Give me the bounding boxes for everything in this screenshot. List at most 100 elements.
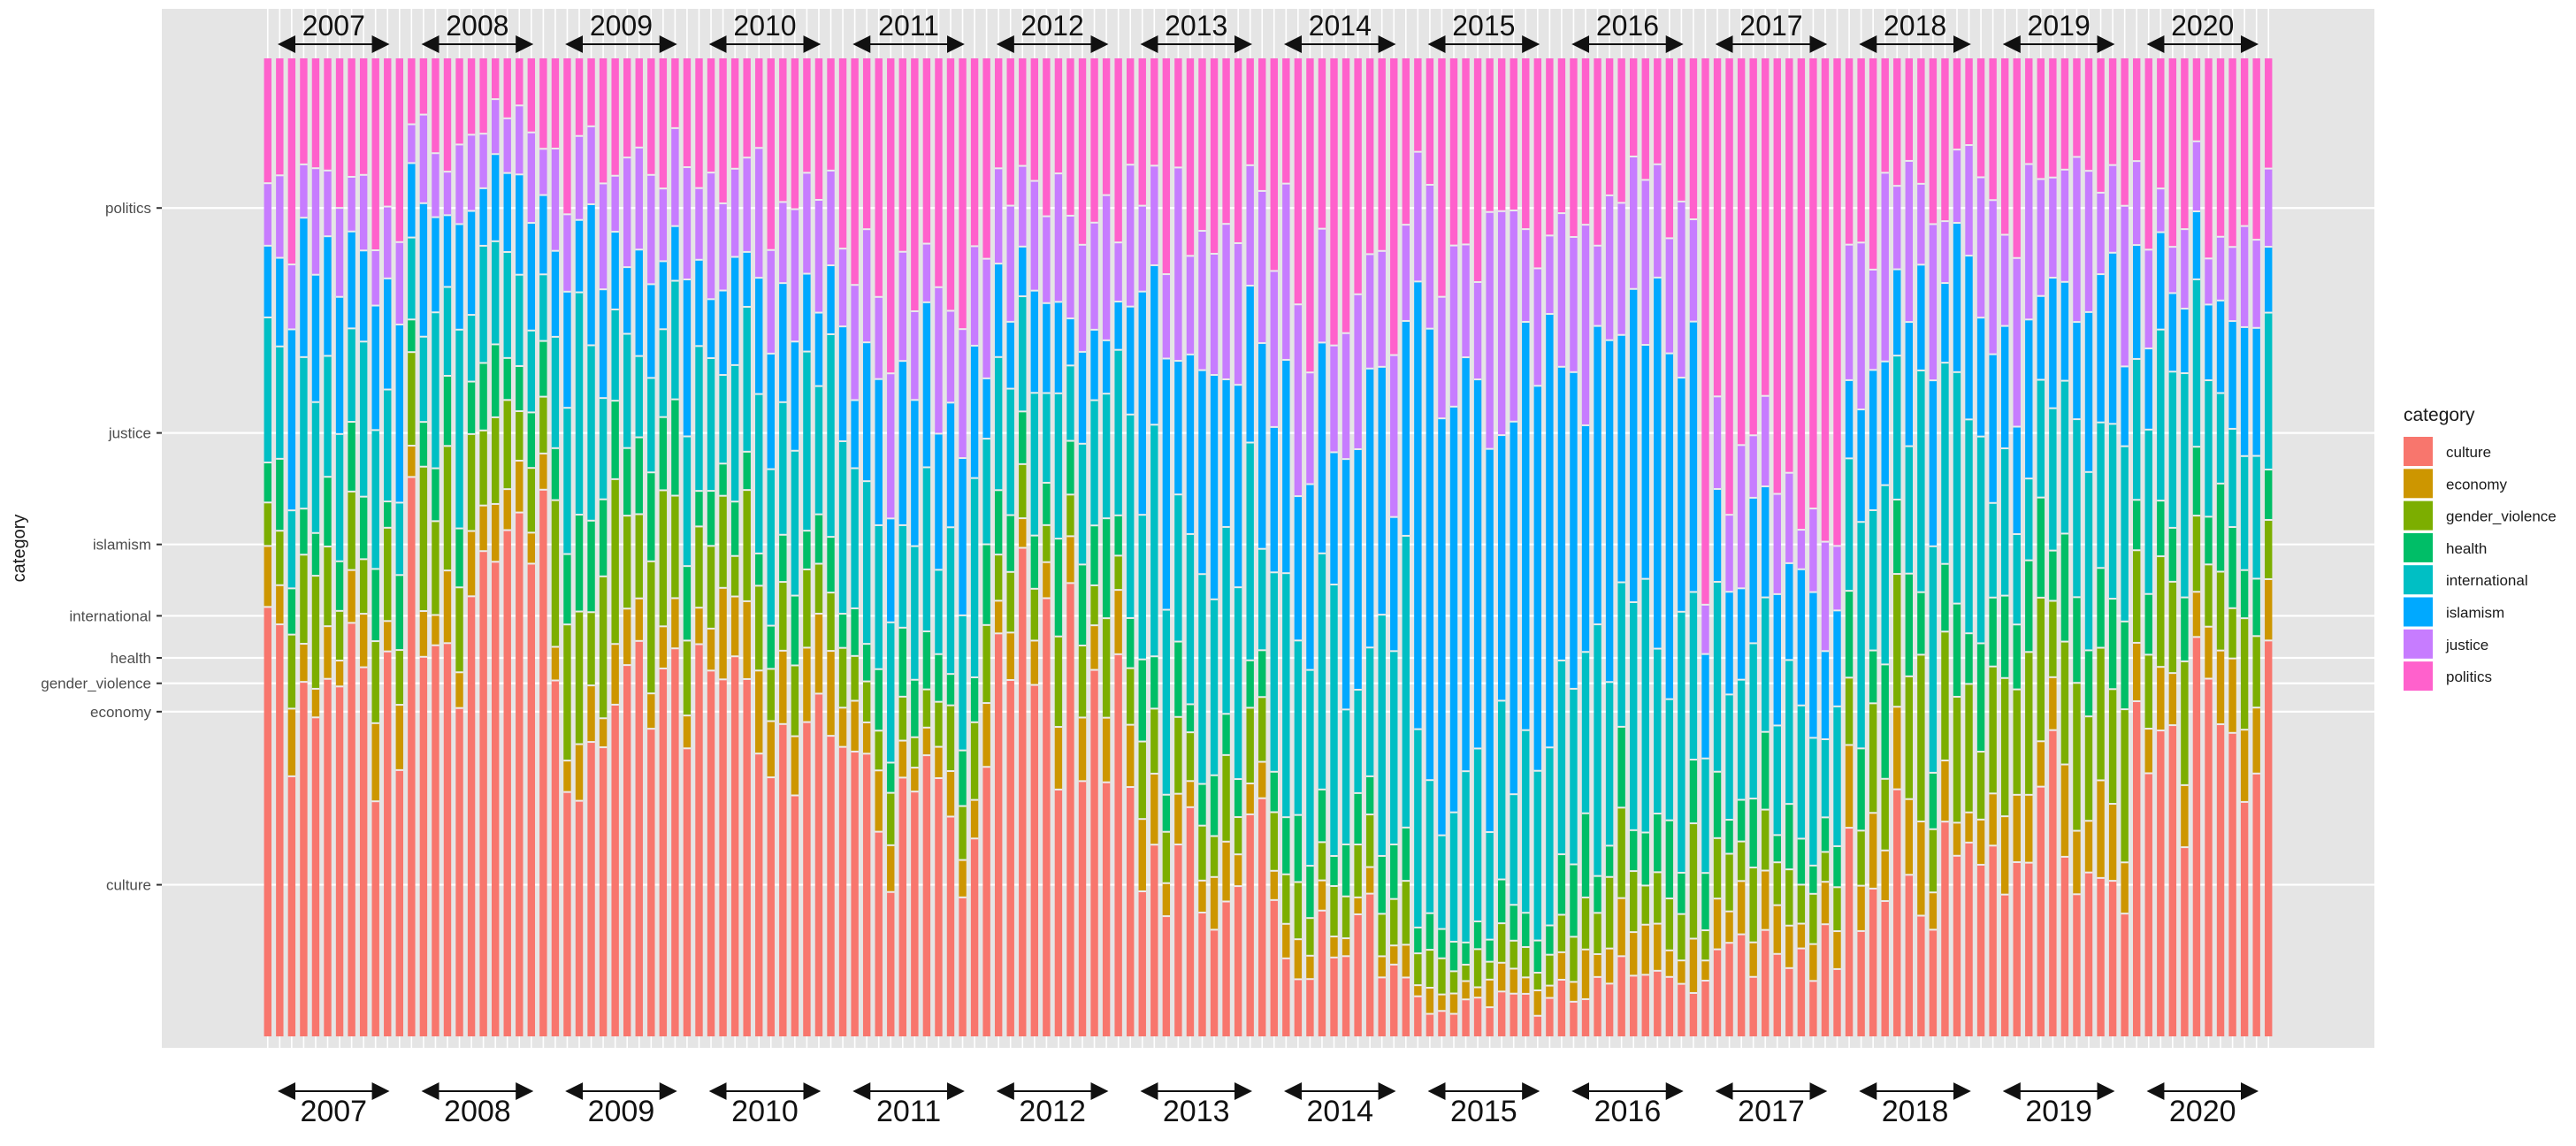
- bar-segment-islamism: [755, 277, 763, 393]
- segment-separator: [1641, 882, 1649, 887]
- bar-segment-culture: [1749, 975, 1757, 1036]
- bar-segment-economy: [862, 721, 871, 753]
- bar-segment-justice: [1449, 244, 1458, 406]
- segment-separator: [730, 362, 739, 366]
- bar-segment-islamism: [2205, 303, 2213, 380]
- bar-segment-culture: [1127, 786, 1135, 1036]
- segment-separator: [264, 500, 271, 504]
- bar-segment-international: [2097, 421, 2105, 568]
- bar-segment-international: [2037, 378, 2045, 497]
- bar-segment-gender_violence: [443, 445, 452, 570]
- bar-segment-international: [1258, 547, 1266, 650]
- bar-segment-international: [2240, 455, 2249, 569]
- bar-segment-islamism: [994, 263, 1003, 356]
- bar-segment-politics: [1797, 58, 1806, 530]
- segment-separator: [1282, 356, 1290, 361]
- bar-segment-politics: [1306, 58, 1314, 372]
- bar-segment-islamism: [1869, 369, 1877, 509]
- bar-segment-gender_violence: [1929, 828, 1938, 892]
- bar-segment-international: [2144, 428, 2152, 593]
- segment-separator: [2133, 698, 2141, 702]
- bar-segment-gender_violence: [1330, 885, 1338, 936]
- bar-segment-justice: [1797, 529, 1806, 569]
- segment-separator: [1102, 516, 1111, 520]
- bar-segment-culture: [539, 488, 547, 1036]
- bar-segment-health: [1354, 791, 1362, 844]
- bar-segment-economy: [671, 597, 679, 648]
- bottom-year-label: 2016: [1594, 1095, 1662, 1128]
- bar-segment-economy: [982, 702, 990, 767]
- bar-segment-health: [599, 498, 608, 576]
- bar-segment-gender_violence: [287, 633, 296, 708]
- bar-segment-health: [408, 318, 416, 352]
- bar-segment-islamism: [1510, 420, 1517, 794]
- bar-segment-islamism: [827, 264, 835, 333]
- bar-segment-justice: [1127, 164, 1135, 306]
- bar-segment-justice: [2228, 246, 2236, 321]
- bar-segment-international: [2073, 418, 2081, 597]
- bar-segment-gender_violence: [1725, 852, 1733, 911]
- bar-segment-islamism: [1641, 344, 1649, 578]
- bar-segment-culture: [647, 728, 655, 1036]
- bar-segment-culture: [635, 639, 643, 1036]
- bar-segment-gender_violence: [1737, 840, 1746, 881]
- bar-segment-health: [1342, 843, 1350, 896]
- bar-segment-international: [1869, 508, 1877, 650]
- bar-segment-justice: [1809, 508, 1817, 592]
- bar-segment-health: [1893, 498, 1901, 574]
- bar-segment-gender_violence: [1893, 573, 1901, 707]
- bar-segment-international: [827, 332, 835, 537]
- bar-segment-health: [2108, 598, 2117, 689]
- bar-segment-politics: [887, 58, 895, 373]
- segment-separator: [887, 760, 895, 764]
- bar-segment-justice: [1210, 252, 1219, 374]
- bar-segment-islamism: [1198, 369, 1206, 574]
- bar-segment-culture: [743, 677, 751, 1036]
- bar-segment-economy: [1989, 792, 1997, 845]
- bar-segment-economy: [2121, 861, 2129, 913]
- bar-segment-politics: [516, 58, 524, 105]
- bar-segment-international: [611, 308, 619, 401]
- segment-separator: [539, 450, 547, 455]
- bar-segment-islamism: [479, 187, 487, 245]
- bar-segment-culture: [791, 794, 799, 1036]
- bar-segment-economy: [1402, 944, 1410, 977]
- bar-segment-islamism: [2037, 294, 2045, 379]
- bar-segment-politics: [2121, 58, 2129, 205]
- segment-separator: [443, 212, 452, 217]
- segment-separator: [2168, 670, 2177, 675]
- bar-segment-culture: [2049, 729, 2057, 1036]
- bar-segment-islamism: [1893, 268, 1901, 355]
- bar-segment-politics: [1605, 58, 1614, 195]
- bar-segment-international: [1941, 362, 1949, 563]
- bar-segment-international: [300, 355, 308, 508]
- bar-segment-culture: [838, 745, 847, 1036]
- segment-separator: [959, 894, 967, 898]
- bar-segment-islamism: [551, 249, 560, 336]
- bar-segment-health: [587, 519, 595, 612]
- bar-segment-gender_violence: [851, 654, 859, 700]
- segment-separator: [887, 516, 895, 520]
- bar-segment-islamism: [898, 360, 906, 524]
- bar-segment-justice: [1965, 144, 1973, 256]
- bar-segment-health: [1641, 831, 1649, 885]
- bar-segment-culture: [946, 815, 955, 1036]
- bar-segment-gender_violence: [395, 649, 403, 705]
- bar-segment-economy: [767, 720, 775, 777]
- bar-segment-health: [803, 530, 811, 569]
- bar-segment-international: [911, 545, 919, 679]
- bar-segment-justice: [1043, 215, 1051, 302]
- segment-separator: [1665, 974, 1674, 978]
- bar-segment-economy: [1641, 923, 1649, 974]
- bar-segment-international: [2216, 392, 2225, 483]
- segment-separator: [539, 192, 547, 196]
- bar-segment-economy: [887, 844, 895, 891]
- bar-segment-justice: [814, 199, 823, 312]
- bar-segment-gender_violence: [1078, 645, 1087, 717]
- bar-segment-culture: [1486, 1006, 1494, 1036]
- segment-separator: [1797, 921, 1806, 925]
- bar-segment-justice: [1306, 371, 1314, 484]
- legend-key-politics: [2404, 661, 2433, 691]
- segment-separator: [2049, 674, 2057, 678]
- bar-segment-justice: [1510, 209, 1517, 421]
